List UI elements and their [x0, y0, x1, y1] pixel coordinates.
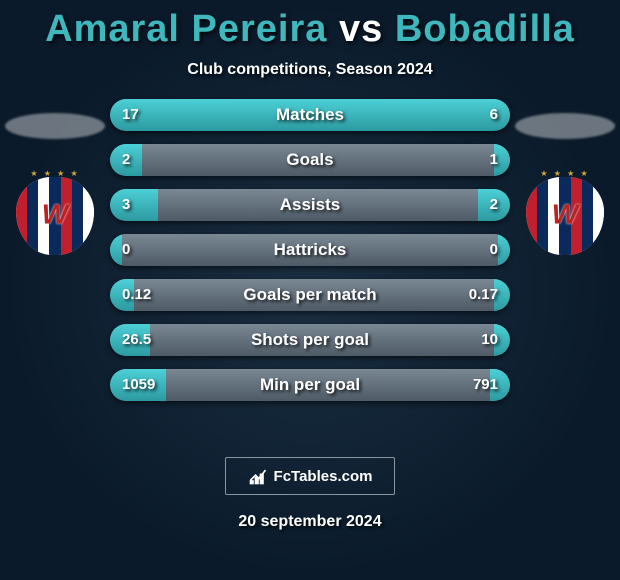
stat-row: 32Assists [110, 189, 510, 221]
footer-date: 20 september 2024 [0, 513, 620, 531]
stat-label: Shots per goal [110, 324, 510, 356]
crest-letter: W [552, 198, 578, 230]
stat-label: Hattricks [110, 234, 510, 266]
title-vs: vs [339, 8, 383, 50]
crest-letter: W [42, 198, 68, 230]
stat-row: 00Hattricks [110, 234, 510, 266]
stat-label: Min per goal [110, 369, 510, 401]
site-name: FcTables.com [274, 468, 373, 485]
stat-bars: 176Matches 21Goals 32Assists 00Hattricks 0.1… [110, 99, 510, 414]
stat-row: 0.120.17Goals per match [110, 279, 510, 311]
stat-label: Matches [110, 99, 510, 131]
right-player-column: ★ ★ ★ ★ W [510, 99, 620, 429]
right-team-crest: ★ ★ ★ ★ W [526, 177, 604, 255]
title-right-player: Bobadilla [395, 8, 575, 50]
stat-row: 26.510Shots per goal [110, 324, 510, 356]
title-left-player: Amaral Pereira [45, 8, 327, 50]
stat-row: 1059791Min per goal [110, 369, 510, 401]
stat-label: Goals [110, 144, 510, 176]
left-spotlight-ellipse [5, 113, 105, 139]
crest-body: W [16, 177, 94, 255]
comparison-stage: ★ ★ ★ ★ W ★ ★ ★ ★ W 176Matches 21Goals 32A… [0, 99, 620, 429]
left-player-column: ★ ★ ★ ★ W [0, 99, 110, 429]
left-team-crest: ★ ★ ★ ★ W [16, 177, 94, 255]
chart-icon [248, 466, 268, 486]
site-branding[interactable]: FcTables.com [225, 457, 395, 495]
page-title: Amaral Pereira vs Bobadilla [0, 0, 620, 51]
stat-row: 21Goals [110, 144, 510, 176]
stat-label: Assists [110, 189, 510, 221]
stat-label: Goals per match [110, 279, 510, 311]
right-spotlight-ellipse [515, 113, 615, 139]
crest-body: W [526, 177, 604, 255]
stat-row: 176Matches [110, 99, 510, 131]
subtitle: Club competitions, Season 2024 [0, 61, 620, 79]
